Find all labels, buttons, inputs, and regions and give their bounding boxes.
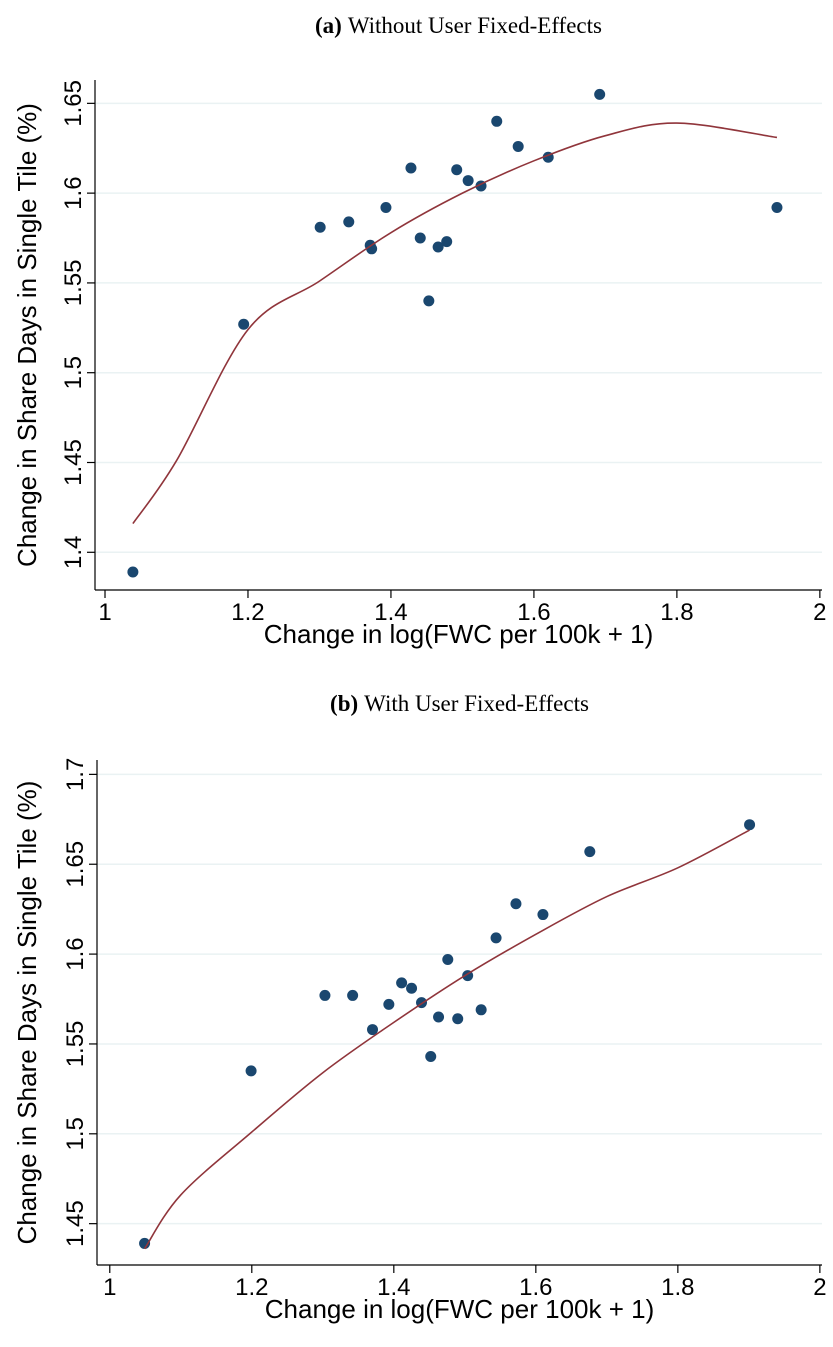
x-tick-label: 1.6 bbox=[519, 1274, 552, 1301]
point bbox=[491, 115, 503, 127]
point bbox=[594, 88, 606, 100]
point bbox=[406, 982, 418, 994]
x-tick-label: 1 bbox=[98, 599, 111, 626]
point bbox=[433, 1011, 445, 1023]
x-tick-label: 1.6 bbox=[517, 599, 550, 626]
x-axis-label: Change in log(FWC per 100k + 1) bbox=[265, 1294, 654, 1324]
point bbox=[510, 898, 522, 910]
panel-label: (b) bbox=[330, 691, 358, 716]
point bbox=[414, 232, 426, 244]
point bbox=[442, 953, 454, 965]
point bbox=[462, 175, 474, 187]
panel-label: (a) bbox=[315, 13, 342, 38]
fit-line bbox=[132, 122, 778, 525]
point bbox=[343, 216, 355, 228]
point bbox=[127, 566, 139, 578]
x-tick-label: 1.8 bbox=[661, 1274, 694, 1301]
x-tick-label: 1 bbox=[103, 1274, 116, 1301]
point bbox=[423, 295, 435, 307]
point bbox=[451, 164, 463, 176]
fit-line bbox=[143, 829, 750, 1250]
y-axis-label: Change in Share Days in Single Tile (%) bbox=[12, 103, 42, 567]
point bbox=[452, 1013, 464, 1025]
x-tick-label: 2 bbox=[813, 1274, 826, 1301]
point bbox=[314, 221, 326, 233]
x-axis-label: Change in log(FWC per 100k + 1) bbox=[264, 619, 653, 649]
y-tick-label: 1.65 bbox=[60, 80, 87, 127]
point bbox=[380, 202, 392, 213]
point bbox=[238, 318, 250, 330]
y-tick-label: 1.6 bbox=[60, 176, 87, 209]
y-tick-label: 1.6 bbox=[62, 937, 89, 970]
point bbox=[319, 989, 331, 1001]
title-text: With User Fixed-Effects bbox=[364, 691, 589, 716]
x-tick-label: 1.4 bbox=[377, 1274, 410, 1301]
point bbox=[383, 998, 395, 1010]
x-tick-label: 1.2 bbox=[231, 599, 264, 626]
point bbox=[425, 1051, 437, 1063]
y-tick-label: 1.55 bbox=[60, 260, 87, 307]
point bbox=[396, 977, 408, 989]
point bbox=[367, 1024, 379, 1036]
y-tick-label: 1.4 bbox=[60, 536, 87, 569]
panel: (b) With User Fixed-Effects 1.45 1.5 1.55 1.6… bbox=[12, 691, 827, 1324]
y-tick-label: 1.45 bbox=[62, 1200, 89, 1247]
x-tick-label: 1.4 bbox=[374, 599, 407, 626]
y-tick-label: 1.7 bbox=[62, 758, 89, 791]
y-tick-label: 1.5 bbox=[62, 1117, 89, 1150]
y-tick-label: 1.65 bbox=[62, 841, 89, 888]
point bbox=[537, 909, 549, 921]
x-tick-label: 2 bbox=[813, 599, 826, 626]
point bbox=[512, 140, 524, 152]
chart-title: (a) Without User Fixed-Effects bbox=[315, 13, 602, 38]
point bbox=[744, 819, 756, 831]
point bbox=[490, 932, 502, 944]
point bbox=[139, 1237, 151, 1249]
point bbox=[347, 989, 359, 1001]
y-axis-label: Change in Share Days in Single Tile (%) bbox=[12, 781, 42, 1245]
point bbox=[405, 162, 417, 174]
point bbox=[441, 236, 453, 248]
title-text: Without User Fixed-Effects bbox=[348, 13, 602, 38]
point bbox=[432, 241, 444, 253]
x-tick-label: 1.2 bbox=[235, 1274, 268, 1301]
point bbox=[245, 1065, 257, 1077]
point bbox=[584, 846, 596, 858]
point bbox=[475, 1004, 487, 1016]
panel: (a) Without User Fixed-Effects 1.4 1.45 1.5 1… bbox=[12, 13, 827, 649]
chart-title: (b) With User Fixed-Effects bbox=[330, 691, 589, 716]
y-tick-label: 1.45 bbox=[60, 439, 87, 486]
y-tick-label: 1.5 bbox=[60, 356, 87, 389]
point bbox=[771, 202, 783, 213]
y-tick-label: 1.55 bbox=[62, 1021, 89, 1068]
x-tick-label: 1.8 bbox=[660, 599, 693, 626]
